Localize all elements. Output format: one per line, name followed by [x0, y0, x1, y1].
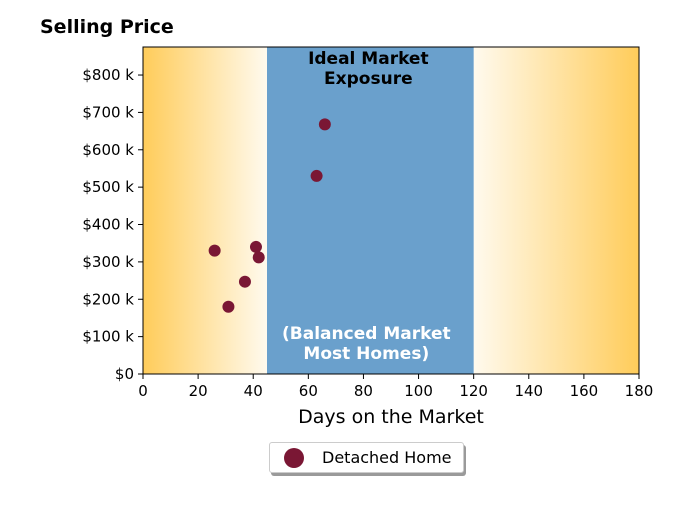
x-tick-label-0: 0 [138, 382, 148, 400]
y-tick-label-8: $800 k [82, 66, 134, 84]
y-tick-label-0: $0 [115, 365, 134, 383]
chart-title: Selling Price [40, 16, 174, 38]
data-point-1 [222, 300, 235, 313]
background-gradient-right [473, 47, 639, 374]
x-tick-label-8: 160 [570, 382, 599, 400]
x-tick-label-3: 60 [299, 382, 318, 400]
y-tick-label-7: $700 k [82, 103, 134, 121]
band-top-label-1: Exposure [324, 69, 413, 89]
x-tick-label-9: 180 [625, 382, 654, 400]
legend-label: Detached Home [322, 448, 452, 467]
x-axis-label: Days on the Market [298, 406, 484, 428]
x-tick-label-2: 40 [244, 382, 263, 400]
data-point-0 [208, 244, 221, 257]
band-bottom-label-0: (Balanced Market [282, 324, 451, 344]
plot-frame [142, 46, 640, 375]
band-top-label-0: Ideal Market [308, 49, 429, 69]
data-point-6 [318, 118, 331, 131]
data-point-2 [238, 275, 251, 288]
data-point-4 [252, 251, 265, 264]
y-tick-label-2: $200 k [82, 290, 134, 308]
y-tick-label-1: $100 k [82, 328, 134, 346]
x-tick-label-5: 100 [404, 382, 433, 400]
legend: Detached Home [269, 442, 464, 473]
y-tick-label-4: $400 k [82, 216, 134, 234]
x-tick-label-6: 120 [459, 382, 488, 400]
band-bottom-label-1: Most Homes) [303, 344, 429, 364]
data-point-5 [310, 169, 323, 182]
x-tick-label-7: 140 [514, 382, 543, 400]
y-tick-label-5: $500 k [82, 178, 134, 196]
x-tick-label-4: 80 [354, 382, 373, 400]
legend-marker-icon [284, 448, 304, 468]
ideal-band [267, 47, 474, 374]
x-tick-label-1: 20 [189, 382, 208, 400]
y-tick-label-6: $600 k [82, 141, 134, 159]
data-point-3 [249, 240, 262, 253]
y-tick-label-3: $300 k [82, 253, 134, 271]
background-gradient-left [143, 47, 267, 374]
